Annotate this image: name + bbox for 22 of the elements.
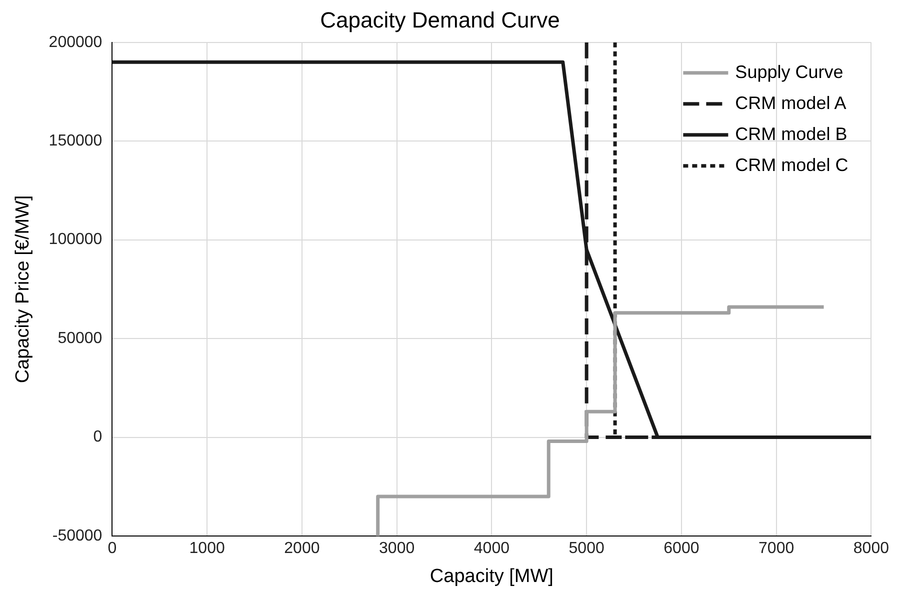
y-axis-title: Capacity Price [€/MW] [12, 195, 34, 384]
x-tick-label: 4000 [474, 540, 510, 558]
x-tick-label: 3000 [379, 540, 415, 558]
legend-label: Supply Curve [735, 62, 844, 82]
x-tick-label: 7000 [758, 540, 794, 558]
x-tick-label: 6000 [664, 540, 700, 558]
y-tick-label: -50000 [52, 527, 102, 544]
y-tick-label: 200000 [48, 34, 102, 51]
y-tick-label: 150000 [48, 132, 102, 150]
y-tick-label: 100000 [48, 231, 102, 248]
x-tick-label: 2000 [284, 540, 320, 558]
y-tick-label: 0 [93, 428, 102, 446]
legend-label: CRM model B [735, 124, 848, 144]
x-tick-label: 5000 [568, 540, 604, 558]
x-tick-label: 1000 [189, 540, 225, 558]
x-axis-title: Capacity [MW] [430, 566, 554, 587]
legend-label: CRM model C [735, 154, 848, 175]
x-tick-label: 0 [108, 540, 117, 558]
legend-label: CRM model A [735, 92, 846, 113]
x-tick-label: 8000 [853, 540, 890, 558]
chart-title: Capacity Demand Curve [320, 7, 560, 32]
y-tick-label: 50000 [58, 330, 102, 347]
